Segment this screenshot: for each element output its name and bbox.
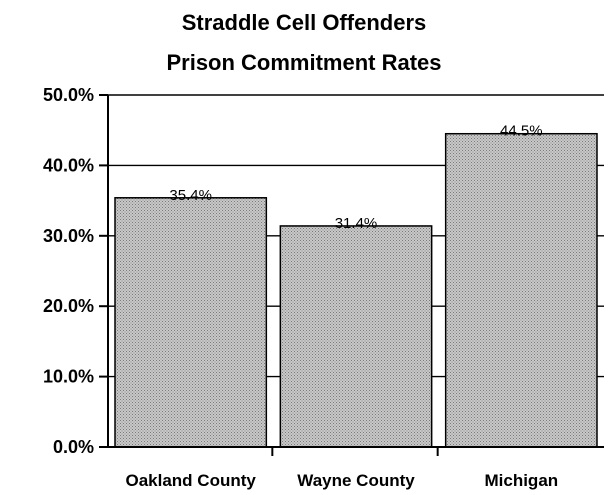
bars: [114, 132, 598, 448]
y-tick-label-0: 0.0%: [53, 437, 94, 457]
y-tick-label-3: 30.0%: [43, 226, 94, 246]
chart-title: Straddle Cell Offenders: [182, 10, 427, 35]
y-tick-label-4: 40.0%: [43, 155, 94, 175]
data-label-2: 44.5%: [500, 123, 543, 140]
y-tick-label-5: 50.0%: [43, 85, 94, 105]
axes: [107, 95, 604, 448]
data-label-0: 35.4%: [169, 187, 212, 204]
x-tick-label-1: Wayne County: [297, 471, 415, 490]
data-label-1: 31.4%: [335, 215, 378, 232]
x-tick-label-0: Oakland County: [125, 471, 256, 490]
x-axis-ticks: Oakland County Wayne County Michigan: [125, 447, 558, 490]
bar-wayne-county: [279, 225, 433, 448]
bar-oakland-county: [114, 197, 268, 448]
y-tick-label-2: 20.0%: [43, 296, 94, 316]
y-tick-label-1: 10.0%: [43, 367, 94, 387]
y-axis-ticks: 0.0% 10.0% 20.0% 30.0% 40.0% 50.0%: [43, 85, 108, 457]
bar-michigan: [444, 132, 598, 448]
data-labels: 35.4% 31.4% 44.5%: [169, 123, 542, 232]
chart-subtitle: Prison Commitment Rates: [166, 50, 441, 75]
x-tick-label-2: Michigan: [484, 471, 558, 490]
